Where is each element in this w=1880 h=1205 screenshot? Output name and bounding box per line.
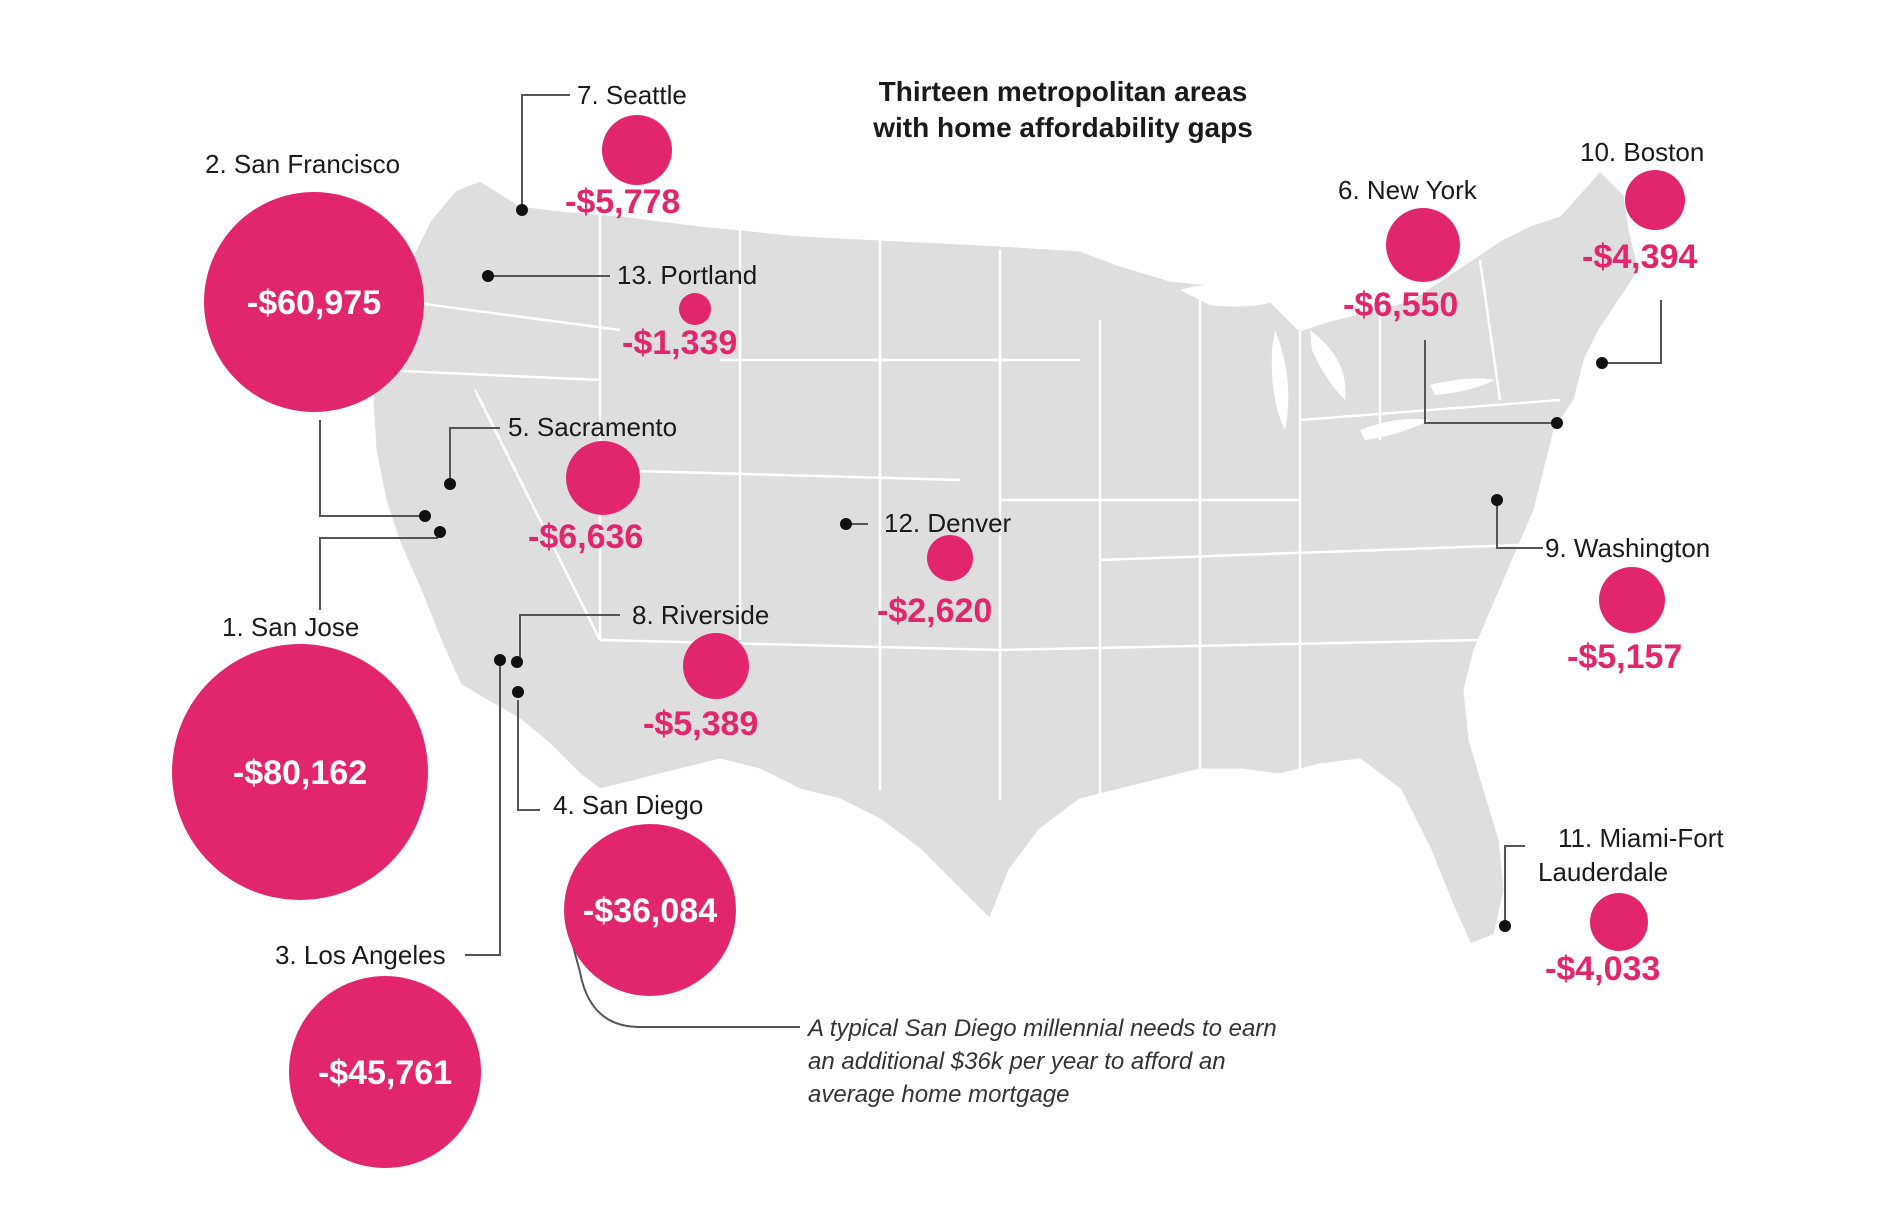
san-jose-bubble bbox=[172, 644, 428, 900]
washington-label: 9. Washington bbox=[1545, 533, 1710, 563]
map-title-line1: Thirteen metropolitan areas bbox=[879, 76, 1248, 107]
boston-bubble bbox=[1625, 170, 1685, 230]
los-angeles-bubble bbox=[289, 976, 481, 1168]
los-angeles-label: 3. Los Angeles bbox=[275, 940, 446, 970]
boston-dot bbox=[1596, 357, 1608, 369]
riverside-label: 8. Riverside bbox=[632, 600, 769, 630]
washington-value: -$5,157 bbox=[1567, 638, 1682, 676]
san-diego-annotation: A typical San Diego millennial needs to … bbox=[806, 1015, 1277, 1108]
riverside-value: -$5,389 bbox=[643, 705, 758, 743]
portland-label: 13. Portland bbox=[617, 260, 757, 290]
new-york-label: 6. New York bbox=[1338, 175, 1478, 205]
san-francisco-dot bbox=[419, 510, 431, 522]
san-diego-dot bbox=[512, 686, 524, 698]
miami-label-line1: 11. Miami-Fort bbox=[1558, 823, 1724, 853]
san-jose-value: -$80,162 bbox=[233, 754, 367, 792]
los-angeles-dot bbox=[494, 654, 506, 666]
seattle-label: 7. Seattle bbox=[577, 80, 687, 110]
boston-label: 10. Boston bbox=[1580, 137, 1704, 167]
washington-dot bbox=[1491, 494, 1503, 506]
annotation-line2: an additional $36k per year to afford an bbox=[808, 1048, 1226, 1075]
great-lakes bbox=[1180, 284, 1495, 440]
state-borders bbox=[379, 210, 1561, 800]
sacramento-label: 5. Sacramento bbox=[508, 412, 677, 442]
miami-dot bbox=[1499, 920, 1511, 932]
denver-value: -$2,620 bbox=[877, 592, 992, 630]
san-jose-dot bbox=[434, 526, 446, 538]
san-diego-bubble bbox=[564, 824, 736, 996]
san-diego-value: -$36,084 bbox=[583, 892, 717, 930]
annotation-line3: average home mortgage bbox=[808, 1081, 1070, 1108]
sacramento-value: -$6,636 bbox=[528, 518, 643, 556]
miami-value: -$4,033 bbox=[1545, 950, 1660, 988]
miami-bubble bbox=[1590, 893, 1648, 951]
new-york-bubble bbox=[1386, 208, 1460, 282]
seattle-bubble bbox=[602, 115, 672, 185]
san-francisco-label: 2. San Francisco bbox=[205, 149, 400, 179]
seattle-dot bbox=[516, 204, 528, 216]
portland-dot bbox=[482, 270, 494, 282]
seattle-value: -$5,778 bbox=[565, 183, 680, 221]
san-jose-label: 1. San Jose bbox=[222, 612, 359, 642]
san-francisco-value: -$60,975 bbox=[247, 284, 381, 322]
gap-bubbles bbox=[172, 115, 1685, 1168]
portland-value: -$1,339 bbox=[622, 324, 737, 362]
annotation-line1: A typical San Diego millennial needs to … bbox=[806, 1015, 1277, 1042]
portland-bubble bbox=[679, 293, 711, 325]
miami-label-line2: Lauderdale bbox=[1538, 857, 1668, 887]
san-diego-label: 4. San Diego bbox=[553, 790, 703, 820]
sacramento-bubble bbox=[566, 441, 640, 515]
riverside-dot bbox=[511, 656, 523, 668]
city-dots bbox=[419, 204, 1608, 932]
washington-bubble bbox=[1599, 567, 1665, 633]
metro-labels: 7. Seattle 2. San Francisco 13. Portland… bbox=[205, 80, 1724, 970]
denver-label: 12. Denver bbox=[884, 508, 1012, 538]
denver-bubble bbox=[927, 535, 973, 581]
los-angeles-value: -$45,761 bbox=[318, 1054, 452, 1092]
map-title-line2: with home affordability gaps bbox=[872, 112, 1253, 143]
sacramento-dot bbox=[444, 478, 456, 490]
boston-value: -$4,394 bbox=[1582, 238, 1697, 276]
riverside-bubble bbox=[683, 633, 749, 699]
denver-dot bbox=[840, 518, 852, 530]
leader-lines bbox=[319, 94, 1662, 1028]
metro-values-outside: -$5,778 -$1,339 -$6,636 -$2,620 -$5,389 … bbox=[528, 183, 1697, 988]
new-york-value: -$6,550 bbox=[1343, 286, 1458, 324]
metro-values-inside: -$60,975 -$80,162 -$36,084 -$45,761 bbox=[233, 284, 717, 1092]
new-york-dot bbox=[1551, 417, 1563, 429]
san-francisco-bubble bbox=[204, 192, 424, 412]
